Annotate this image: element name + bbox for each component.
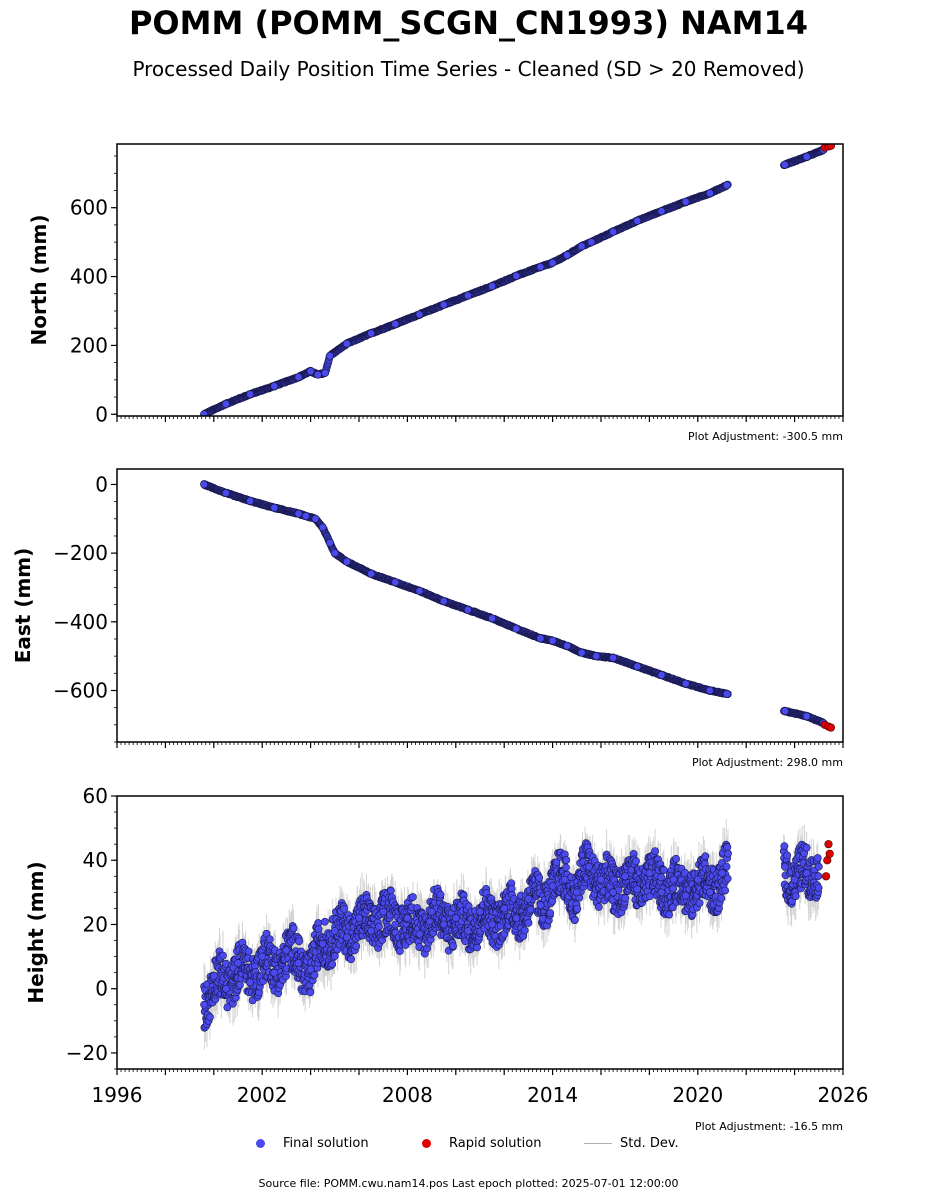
east-final-point bbox=[463, 605, 472, 614]
east-final-point bbox=[512, 624, 521, 633]
east-final-point bbox=[548, 636, 557, 645]
north-final-point bbox=[563, 251, 572, 260]
east-final-point bbox=[326, 538, 334, 547]
north-final-point bbox=[326, 351, 334, 360]
east-final-point bbox=[706, 686, 714, 695]
east-final-point bbox=[342, 557, 351, 566]
east-final-point bbox=[609, 653, 617, 662]
east-final-point bbox=[294, 509, 303, 518]
east-final-point bbox=[311, 514, 320, 523]
north-final-point bbox=[609, 227, 617, 236]
east-final-point bbox=[657, 671, 666, 679]
east-rapid-point bbox=[826, 723, 836, 732]
east-final-point bbox=[439, 597, 448, 606]
east-final-point bbox=[367, 569, 375, 578]
east-final-point bbox=[681, 679, 690, 688]
north-final-point bbox=[548, 258, 557, 267]
north-ytick-label: 600 bbox=[70, 196, 108, 220]
east-data-layer bbox=[200, 480, 836, 732]
east-ytick-label: −400 bbox=[53, 610, 108, 634]
north-final-point bbox=[306, 367, 315, 376]
east-final-point bbox=[415, 587, 424, 595]
north-final-point bbox=[294, 373, 303, 381]
north-final-point bbox=[270, 382, 279, 390]
north-final-point bbox=[633, 216, 642, 225]
east-final-point bbox=[221, 489, 230, 497]
east-ytick-label: 0 bbox=[95, 472, 108, 496]
east-final-point bbox=[318, 523, 327, 532]
north-final-point bbox=[391, 320, 400, 328]
north-final-points bbox=[200, 145, 828, 416]
north-final-point bbox=[221, 400, 230, 408]
north-plot-adjustment: Plot Adjustment: -300.5 mm bbox=[688, 430, 843, 443]
east-final-point bbox=[391, 578, 400, 587]
north-rapid-point bbox=[826, 144, 835, 150]
north-final-point bbox=[706, 189, 714, 198]
north-final-point bbox=[512, 271, 521, 280]
east-final-point bbox=[330, 549, 339, 558]
east-final-point bbox=[592, 652, 601, 661]
east-ytick-label: −200 bbox=[53, 541, 108, 565]
north-final-point bbox=[463, 291, 472, 300]
north-ytick-label: 0 bbox=[95, 402, 108, 426]
east-final-point bbox=[200, 480, 209, 489]
east-ytick-label: −600 bbox=[53, 678, 108, 702]
north-final-point bbox=[321, 369, 330, 377]
north-ytick-label: 200 bbox=[70, 333, 108, 357]
east-final-point bbox=[563, 641, 572, 650]
chart-title: POMM (POMM_SCGN_CN1993) NAM14 bbox=[128, 4, 809, 42]
east-frame bbox=[116, 468, 844, 743]
east-final-point bbox=[633, 662, 642, 671]
north-panel: 0 200 400 600 North (mm) Plot Adjustment: -30… bbox=[27, 143, 844, 443]
north-final-point bbox=[657, 207, 666, 216]
east-final-point bbox=[802, 712, 811, 721]
north-final-point bbox=[488, 282, 496, 291]
east-final-point bbox=[577, 648, 586, 657]
north-frame bbox=[116, 143, 844, 417]
chart-subtitle: Processed Daily Position Time Series - C… bbox=[132, 57, 805, 81]
north-final-point bbox=[342, 339, 351, 348]
north-final-point bbox=[200, 410, 209, 416]
east-final-point bbox=[781, 707, 789, 715]
north-final-point bbox=[439, 300, 448, 309]
north-final-point bbox=[415, 310, 424, 319]
north-ylabel: North (mm) bbox=[27, 214, 51, 345]
east-stddev-group bbox=[203, 482, 825, 725]
north-data-layer bbox=[200, 144, 835, 416]
east-final-point bbox=[536, 634, 545, 643]
north-final-point bbox=[313, 370, 322, 379]
east-final-point bbox=[488, 614, 496, 623]
north-final-point bbox=[781, 160, 789, 169]
north-final-point bbox=[367, 329, 375, 338]
north-final-point bbox=[577, 242, 586, 251]
east-final-points bbox=[200, 480, 828, 728]
east-final-point bbox=[722, 690, 731, 698]
east-final-point bbox=[270, 503, 279, 512]
north-final-point bbox=[587, 238, 596, 247]
east-rapid-points bbox=[820, 720, 836, 732]
north-final-point bbox=[802, 152, 811, 161]
north-final-point bbox=[722, 181, 731, 190]
east-final-point bbox=[301, 512, 310, 520]
north-final-point bbox=[536, 263, 545, 271]
east-final-point bbox=[246, 497, 254, 505]
north-final-point bbox=[246, 390, 254, 399]
north-ytick-label: 400 bbox=[70, 265, 108, 289]
north-final-point bbox=[681, 197, 690, 206]
north-rapid-points bbox=[820, 144, 835, 152]
